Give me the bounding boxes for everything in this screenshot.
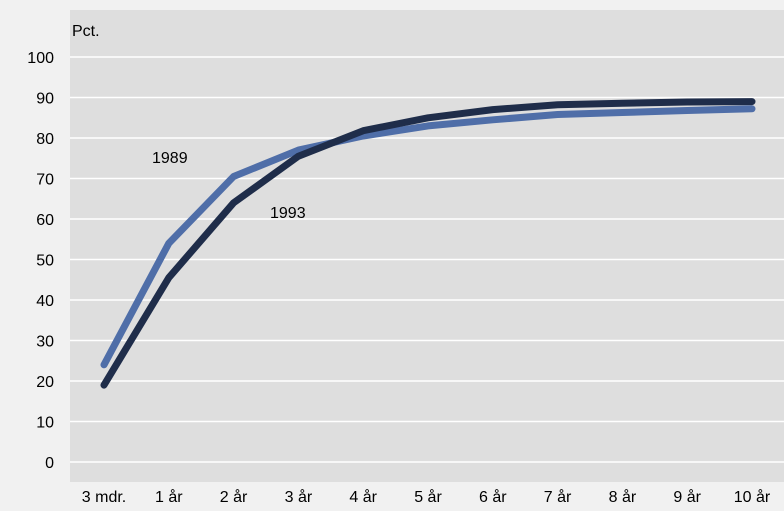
y-tick-label: 100 — [27, 50, 54, 67]
x-tick-label: 9 år — [673, 488, 701, 506]
y-axis-tick-labels: 0 10 20 30 40 50 60 70 80 90 100 — [27, 50, 54, 472]
y-tick-label: 70 — [36, 172, 54, 189]
y-tick-label: 10 — [36, 415, 54, 432]
y-tick-label: 60 — [36, 212, 54, 229]
y-tick-label: 30 — [36, 334, 54, 351]
x-tick-label: 6 år — [479, 488, 507, 506]
x-axis-tick-labels: 3 mdr. 1 år 2 år 3 år 4 år 5 år 6 år 7 år 8 år 9 … — [82, 488, 771, 506]
series-line-1993 — [100, 98, 756, 389]
x-tick-label: 5 år — [414, 488, 442, 506]
x-tick-label: 3 år — [285, 488, 313, 506]
series-line-1989 — [100, 105, 756, 369]
x-tick-label: 2 år — [220, 488, 248, 506]
y-axis-title: Pct. — [72, 23, 100, 40]
plot-area — [70, 10, 784, 482]
series-label-1989: 1989 — [152, 150, 188, 167]
x-tick-label: 1 år — [155, 488, 183, 506]
y-tick-label: 40 — [36, 293, 54, 310]
y-tick-label: 20 — [36, 374, 54, 391]
series-lines — [100, 98, 756, 389]
y-tick-label: 0 — [45, 455, 54, 472]
y-tick-label: 80 — [36, 131, 54, 148]
y-tick-label: 90 — [36, 91, 54, 108]
x-tick-label: 7 år — [544, 488, 572, 506]
x-tick-label: 4 år — [349, 488, 377, 506]
x-tick-label: 3 mdr. — [82, 489, 126, 506]
x-tick-label: 10 år — [734, 488, 771, 506]
series-label-1993: 1993 — [270, 205, 306, 222]
y-tick-label: 50 — [36, 253, 54, 270]
x-tick-label: 8 år — [609, 488, 637, 506]
